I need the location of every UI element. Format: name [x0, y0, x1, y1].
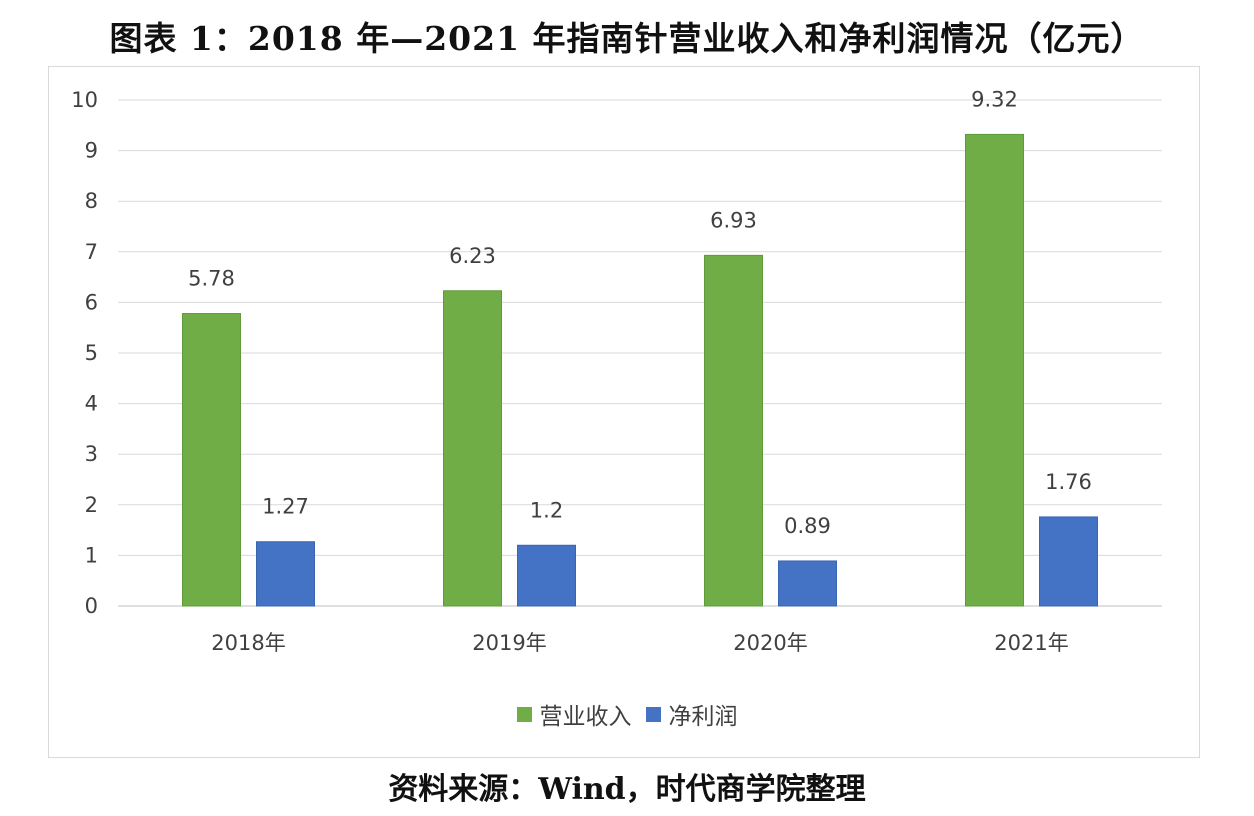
x-tick-label: 2018年 [211, 631, 285, 655]
data-label: 1.76 [1045, 470, 1092, 494]
legend-label-revenue: 营业收入 [539, 704, 632, 730]
legend-swatch-net-profit [645, 706, 661, 722]
bar-revenue [965, 133, 1024, 607]
x-tick-label: 2021年 [994, 631, 1068, 655]
bar-revenue [704, 254, 763, 607]
bar-revenue [182, 313, 241, 607]
legend: 营业收入 净利润 [0, 697, 1254, 731]
y-tick-label: 10 [71, 88, 98, 112]
legend-item-net-profit: 净利润 [645, 697, 738, 731]
data-label: 9.32 [971, 87, 1018, 111]
source-note: 资料来源：Wind，时代商学院整理 [388, 772, 866, 807]
x-tick-label: 2020年 [733, 631, 807, 655]
legend-swatch-revenue [516, 706, 532, 722]
y-tick-label: 6 [85, 290, 98, 314]
y-tick-label: 3 [85, 442, 98, 466]
data-label: 6.93 [710, 208, 757, 232]
y-tick-label: 4 [85, 392, 98, 416]
chart-frame [48, 66, 1200, 758]
y-tick-label: 5 [85, 341, 98, 365]
data-label: 5.78 [188, 267, 235, 291]
legend-item-revenue: 营业收入 [516, 697, 632, 731]
y-tick-label: 9 [85, 139, 98, 163]
legend-label-net-profit: 净利润 [668, 704, 738, 730]
bar-net-profit [1039, 516, 1098, 607]
y-tick-label: 7 [85, 240, 98, 264]
data-label: 1.27 [262, 495, 309, 519]
bar-revenue [443, 290, 502, 607]
bar-net-profit [778, 560, 837, 607]
chart-title: 图表 1：2018 年—2021 年指南针营业收入和净利润情况（亿元） [109, 19, 1145, 58]
y-tick-label: 0 [85, 594, 98, 618]
bar-net-profit [256, 541, 315, 607]
data-label: 6.23 [449, 244, 496, 268]
y-tick-label: 2 [85, 493, 98, 517]
y-tick-label: 1 [85, 543, 98, 567]
x-tick-label: 2019年 [472, 631, 546, 655]
data-label: 0.89 [784, 514, 831, 538]
y-tick-label: 8 [85, 189, 98, 213]
data-label: 1.2 [530, 498, 563, 522]
bar-net-profit [517, 544, 576, 607]
